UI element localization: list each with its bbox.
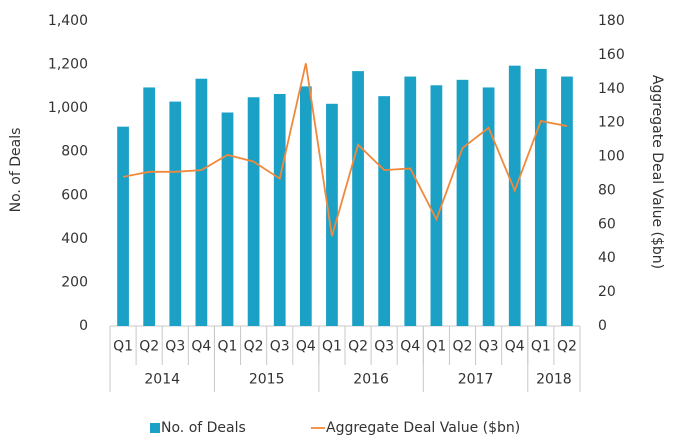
x-tick-label: Q3 (479, 339, 499, 355)
y2-axis-title: Aggregate Deal Value ($bn) (649, 75, 665, 269)
line-series (122, 63, 568, 237)
bar (273, 93, 286, 326)
y2-tick-label: 160 (598, 47, 625, 63)
bar (326, 103, 338, 327)
x-tick-label: Q1 (531, 339, 551, 355)
group-label: 2016 (353, 372, 389, 388)
bar (117, 126, 129, 327)
bar (482, 87, 495, 326)
x-tick-label: Q1 (322, 339, 342, 355)
y2-tick-label: 0 (598, 318, 607, 334)
x-tick-label: Q1 (113, 339, 133, 355)
bar (508, 65, 521, 327)
x-tick-label: Q3 (270, 339, 290, 355)
x-tick-label: Q3 (165, 339, 185, 355)
y2-tick-label: 120 (598, 115, 625, 131)
x-tick-label: Q4 (505, 339, 525, 355)
y-tick-label: 1,400 (48, 13, 88, 29)
y2-tick-label: 80 (598, 182, 616, 198)
bar (534, 68, 547, 326)
bar (195, 78, 208, 326)
legend-swatch (150, 423, 160, 433)
bar (352, 71, 364, 326)
bar (430, 85, 443, 327)
bar (404, 76, 417, 326)
y2-tick-label: 60 (598, 216, 616, 232)
x-tick-label: Q4 (191, 339, 211, 355)
x-tick-label: Q2 (348, 339, 368, 355)
bar (143, 87, 156, 326)
bar (169, 101, 182, 326)
x-tick-label: Q1 (218, 339, 238, 355)
x-tick-label: Q4 (400, 339, 420, 355)
bar (247, 97, 260, 326)
group-label: 2018 (536, 372, 572, 388)
y-tick-label: 1,000 (48, 100, 88, 116)
y-tick-label: 400 (61, 231, 88, 247)
y2-tick-label: 180 (598, 13, 625, 29)
bar (299, 86, 312, 326)
group-label: 2017 (458, 372, 494, 388)
legend-label: Aggregate Deal Value ($bn) (326, 420, 520, 436)
x-tick-label: Q4 (296, 339, 316, 355)
group-label: 2015 (249, 372, 285, 388)
y-tick-label: 800 (61, 144, 88, 160)
x-tick-label: Q2 (453, 339, 473, 355)
group-label: 2014 (144, 372, 180, 388)
y2-tick-label: 140 (598, 81, 625, 97)
bar (561, 76, 573, 326)
y-tick-label: 200 (61, 274, 88, 290)
x-tick-label: Q2 (244, 339, 264, 355)
bar (378, 96, 391, 327)
y-axis-title: No. of Deals (8, 128, 24, 213)
x-tick-label: Q2 (557, 339, 577, 355)
y-tick-label: 0 (79, 318, 88, 334)
y-tick-label: 1,200 (48, 57, 88, 73)
y2-tick-label: 20 (598, 284, 616, 300)
x-tick-label: Q1 (426, 339, 446, 355)
y-tick-label: 600 (61, 187, 88, 203)
x-tick-label: Q3 (374, 339, 394, 355)
y2-tick-label: 40 (598, 250, 616, 266)
y2-tick-label: 100 (598, 149, 625, 165)
legend-label: No. of Deals (161, 420, 246, 436)
x-tick-label: Q2 (139, 339, 159, 355)
bar (456, 79, 469, 326)
bar (221, 112, 234, 326)
